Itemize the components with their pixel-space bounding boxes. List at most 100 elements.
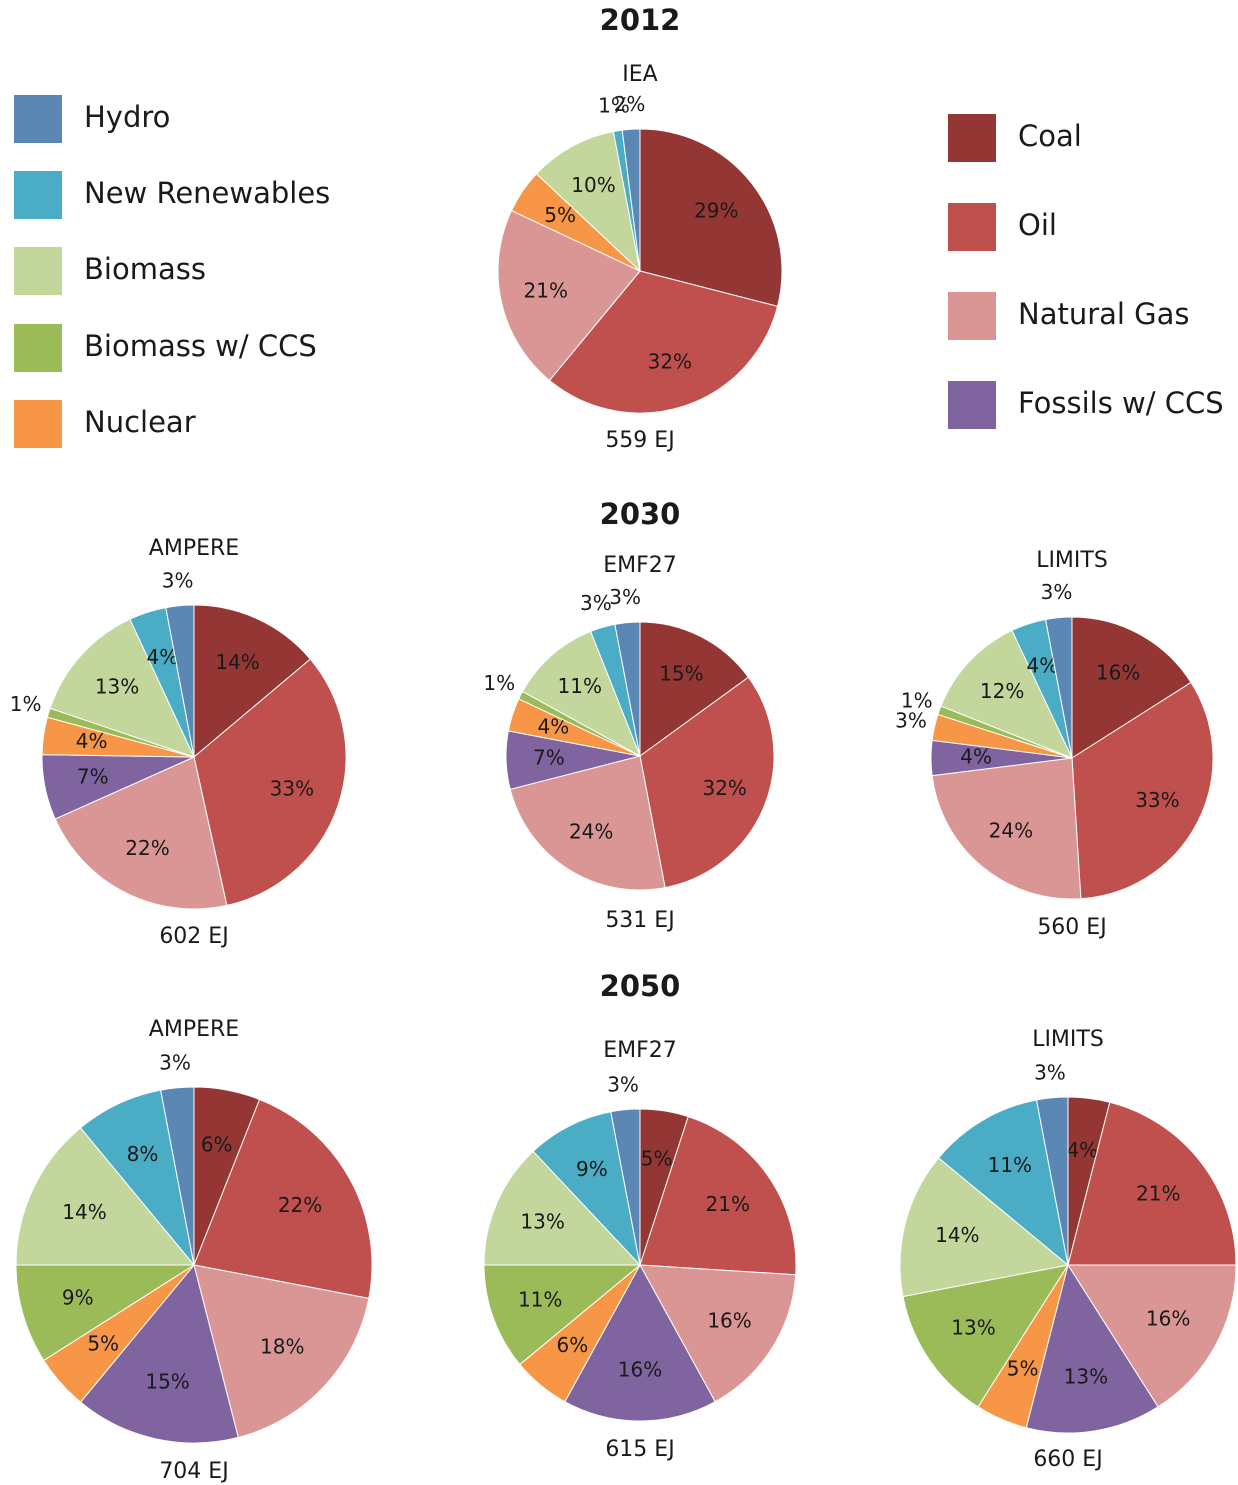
legend-label: Biomass w/ CCS (84, 329, 317, 363)
pie-slice (639, 1116, 797, 1276)
slice-label: 7% (533, 745, 565, 769)
slice-label: 16% (1096, 660, 1140, 684)
slice-label: 24% (569, 819, 613, 843)
year-heading: 2012 (600, 3, 681, 37)
legend-swatch (14, 171, 62, 219)
pie-slice (483, 1264, 642, 1366)
pie-title: LIMITS (1036, 548, 1108, 573)
pie-caption: 559 EJ (605, 428, 674, 453)
pie-slice (899, 1157, 1070, 1298)
pie-slice (79, 1263, 239, 1444)
slice-label: 33% (1135, 788, 1179, 812)
legend-swatch (948, 381, 996, 429)
pie-slice (497, 209, 641, 382)
slice-label: 1% (483, 671, 515, 695)
pie-slice (54, 756, 228, 910)
legend-swatch (948, 292, 996, 340)
slice-label: 9% (576, 1157, 608, 1181)
slice-label: 1% (598, 94, 630, 118)
slice-label: 11% (518, 1287, 562, 1311)
slice-label: 22% (125, 836, 169, 860)
pie-slice (564, 1263, 716, 1422)
pie-title: EMF27 (603, 553, 677, 578)
slice-label: 16% (707, 1308, 751, 1332)
pie-slice (902, 1264, 1070, 1408)
slice-label: 24% (989, 818, 1033, 842)
pie-slice (1071, 616, 1192, 759)
slice-label: 3% (580, 591, 612, 615)
legend-swatch (948, 114, 996, 162)
legend-label: Oil (1018, 208, 1057, 242)
pie-slice (610, 1108, 641, 1266)
slice-label: 3% (895, 709, 927, 733)
pie-slice (548, 270, 779, 414)
slice-label: 5% (641, 1147, 673, 1171)
slice-label: 6% (201, 1133, 233, 1157)
slice-label: 32% (648, 349, 692, 373)
pie-slice (193, 658, 347, 907)
slice-label: 21% (706, 1192, 750, 1216)
year-heading: 2030 (600, 497, 681, 531)
slice-label: 4% (146, 645, 178, 669)
slice-label: 1% (901, 689, 933, 713)
pie-slice (1035, 1096, 1069, 1266)
legend-swatch (948, 203, 996, 251)
slice-label: 3% (1034, 1060, 1066, 1084)
pie-slice (483, 1150, 642, 1266)
pie-slice (931, 757, 1082, 900)
slice-label: 11% (988, 1153, 1032, 1177)
pie-title: IEA (622, 62, 657, 87)
pie-caption: 615 EJ (605, 1437, 674, 1462)
pie-slice (160, 1086, 195, 1266)
slice-label: 4% (960, 745, 992, 769)
pie-slice (193, 604, 311, 759)
slice-label: 3% (162, 568, 194, 592)
slice-label: 4% (1066, 1138, 1098, 1162)
pie-slice (1044, 616, 1073, 759)
pie-title: AMPERE (149, 1017, 239, 1042)
slice-label: 5% (87, 1332, 119, 1356)
pie-slice (535, 130, 641, 273)
slice-label: 22% (278, 1193, 322, 1217)
slice-label: 21% (524, 279, 568, 303)
year-heading: 2050 (600, 969, 681, 1003)
pie-slice (1067, 1264, 1237, 1408)
slice-label: 16% (1146, 1307, 1190, 1331)
legend-swatch (14, 324, 62, 372)
slice-label: 13% (520, 1209, 564, 1233)
slice-label: 10% (571, 173, 615, 197)
pie-slice (49, 618, 195, 758)
pie-slice (532, 1111, 641, 1267)
legend-label: New Renewables (84, 176, 330, 210)
pie-caption: 660 EJ (1033, 1447, 1102, 1472)
slice-label: 29% (694, 198, 738, 222)
slice-label: 8% (127, 1142, 159, 1166)
slice-label: 2% (614, 92, 646, 116)
slice-label: 5% (1007, 1356, 1039, 1380)
legend-label: Fossils w/ CCS (1018, 386, 1224, 420)
pie-slice (79, 1089, 195, 1266)
pie-caption: 602 EJ (159, 924, 228, 949)
slice-label: 15% (659, 661, 703, 685)
pie-slice (15, 1127, 196, 1266)
pie-title: AMPERE (149, 536, 239, 561)
pie-slice (937, 1099, 1069, 1267)
slice-label: 5% (544, 203, 576, 227)
pie-title: EMF27 (603, 1038, 677, 1063)
slice-label: 11% (558, 674, 602, 698)
slice-label: 15% (145, 1370, 189, 1394)
legend-label: Coal (1018, 119, 1082, 153)
slice-label: 3% (1041, 580, 1073, 604)
pie-slice (193, 1264, 370, 1439)
slice-label: 16% (618, 1358, 662, 1382)
legend-swatch (14, 400, 62, 448)
pie-slice (639, 1264, 797, 1403)
slice-label: 13% (951, 1316, 995, 1340)
pie-caption: 531 EJ (605, 908, 674, 933)
slice-label: 32% (702, 776, 746, 800)
pie-slice (639, 621, 750, 757)
pie-slice (614, 621, 641, 757)
legend-label: Biomass (84, 252, 206, 286)
pie-title: LIMITS (1032, 1027, 1104, 1052)
